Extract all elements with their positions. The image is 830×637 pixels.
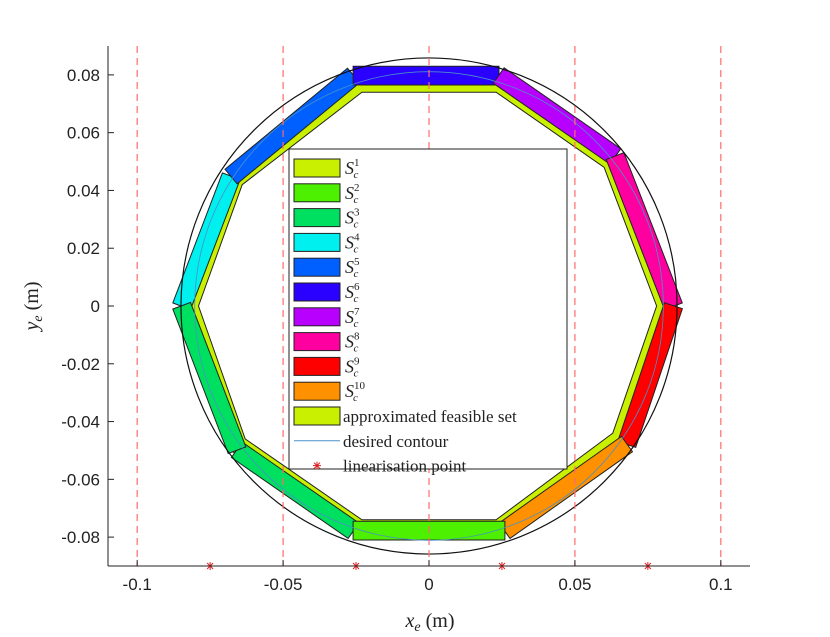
legend-swatch bbox=[293, 356, 341, 376]
legend-swatch bbox=[293, 282, 341, 302]
legend-label: S5 c bbox=[345, 256, 360, 280]
legend-swatch bbox=[293, 406, 341, 426]
legend-swatch bbox=[293, 208, 341, 228]
legend-swatch bbox=[293, 158, 341, 178]
y-tick-label: -0.04 bbox=[61, 413, 100, 432]
subset-band-8 bbox=[605, 152, 683, 311]
legend-swatch bbox=[313, 462, 321, 469]
legend-swatch bbox=[293, 332, 341, 352]
legend-label: desired contour bbox=[343, 432, 449, 451]
y-tick-label: 0.04 bbox=[67, 181, 100, 200]
y-axis-label: ye (m) bbox=[21, 282, 46, 333]
legend-entry-subset-7: S7 c bbox=[293, 306, 360, 330]
plot-area bbox=[136, 46, 722, 570]
legend-entry-subset-10: S10 c bbox=[293, 380, 366, 404]
legend-entry-patch: approximated feasible set bbox=[293, 406, 517, 426]
x-axis-label: xe (m) bbox=[405, 610, 455, 635]
legend-swatch bbox=[293, 307, 341, 327]
x-tick-label: 0.1 bbox=[709, 575, 733, 594]
x-tick-label: -0.1 bbox=[123, 575, 152, 594]
legend-label: S4 c bbox=[345, 231, 360, 255]
y-tick-label: 0.06 bbox=[67, 124, 100, 143]
legend-entry-subset-9: S9 c bbox=[293, 355, 360, 379]
legend-entry-subset-8: S8 c bbox=[293, 331, 360, 355]
extra-band-2 bbox=[172, 301, 247, 455]
subset-band-4 bbox=[172, 172, 241, 311]
y-tick-label: -0.06 bbox=[61, 470, 100, 489]
axes: -0.1 -0.05 0 0.05 0.1 -0.08 -0.06 -0.04 -0.02 0 0.… bbox=[21, 46, 750, 635]
legend-label: S3 c bbox=[345, 207, 360, 231]
legend-label: S8 c bbox=[345, 331, 360, 355]
legend-label: S9 c bbox=[345, 355, 360, 379]
subset-band-6 bbox=[352, 65, 500, 86]
y-tick-label: -0.02 bbox=[61, 355, 100, 374]
legend-entry-subset-1: S1 c bbox=[293, 157, 360, 181]
y-tick-label: -0.08 bbox=[61, 528, 100, 547]
legend-entry-marker: linearisation point bbox=[313, 457, 467, 476]
y-tick-label: 0 bbox=[91, 297, 100, 316]
legend-label: S1 c bbox=[345, 157, 360, 181]
x-tick-label: 0 bbox=[424, 575, 433, 594]
x-tick-label: 0.05 bbox=[558, 575, 591, 594]
legend-swatch bbox=[293, 257, 341, 277]
legend-entry-subset-4: S4 c bbox=[293, 231, 360, 255]
x-tick-label: -0.05 bbox=[264, 575, 303, 594]
legend-swatch bbox=[293, 232, 341, 252]
legend-swatch bbox=[293, 183, 341, 203]
legend-entry-subset-3: S3 c bbox=[293, 207, 360, 231]
legend-label: S2 c bbox=[345, 182, 360, 206]
legend-entry-line: desired contour bbox=[294, 432, 449, 451]
legend-label: S6 c bbox=[345, 281, 360, 305]
legend-swatch bbox=[293, 381, 341, 401]
legend-label: approximated feasible set bbox=[343, 407, 517, 426]
legend-label: S7 c bbox=[345, 306, 360, 330]
legend-entry-subset-5: S5 c bbox=[293, 256, 360, 280]
y-tick-label: 0.02 bbox=[67, 239, 100, 258]
legend-entry-subset-2: S2 c bbox=[293, 182, 360, 206]
legend-label: linearisation point bbox=[343, 457, 467, 476]
legend-label: S10 c bbox=[345, 380, 366, 404]
legend-entry-subset-6: S6 c bbox=[293, 281, 360, 305]
y-tick-label: 0.08 bbox=[67, 66, 100, 85]
